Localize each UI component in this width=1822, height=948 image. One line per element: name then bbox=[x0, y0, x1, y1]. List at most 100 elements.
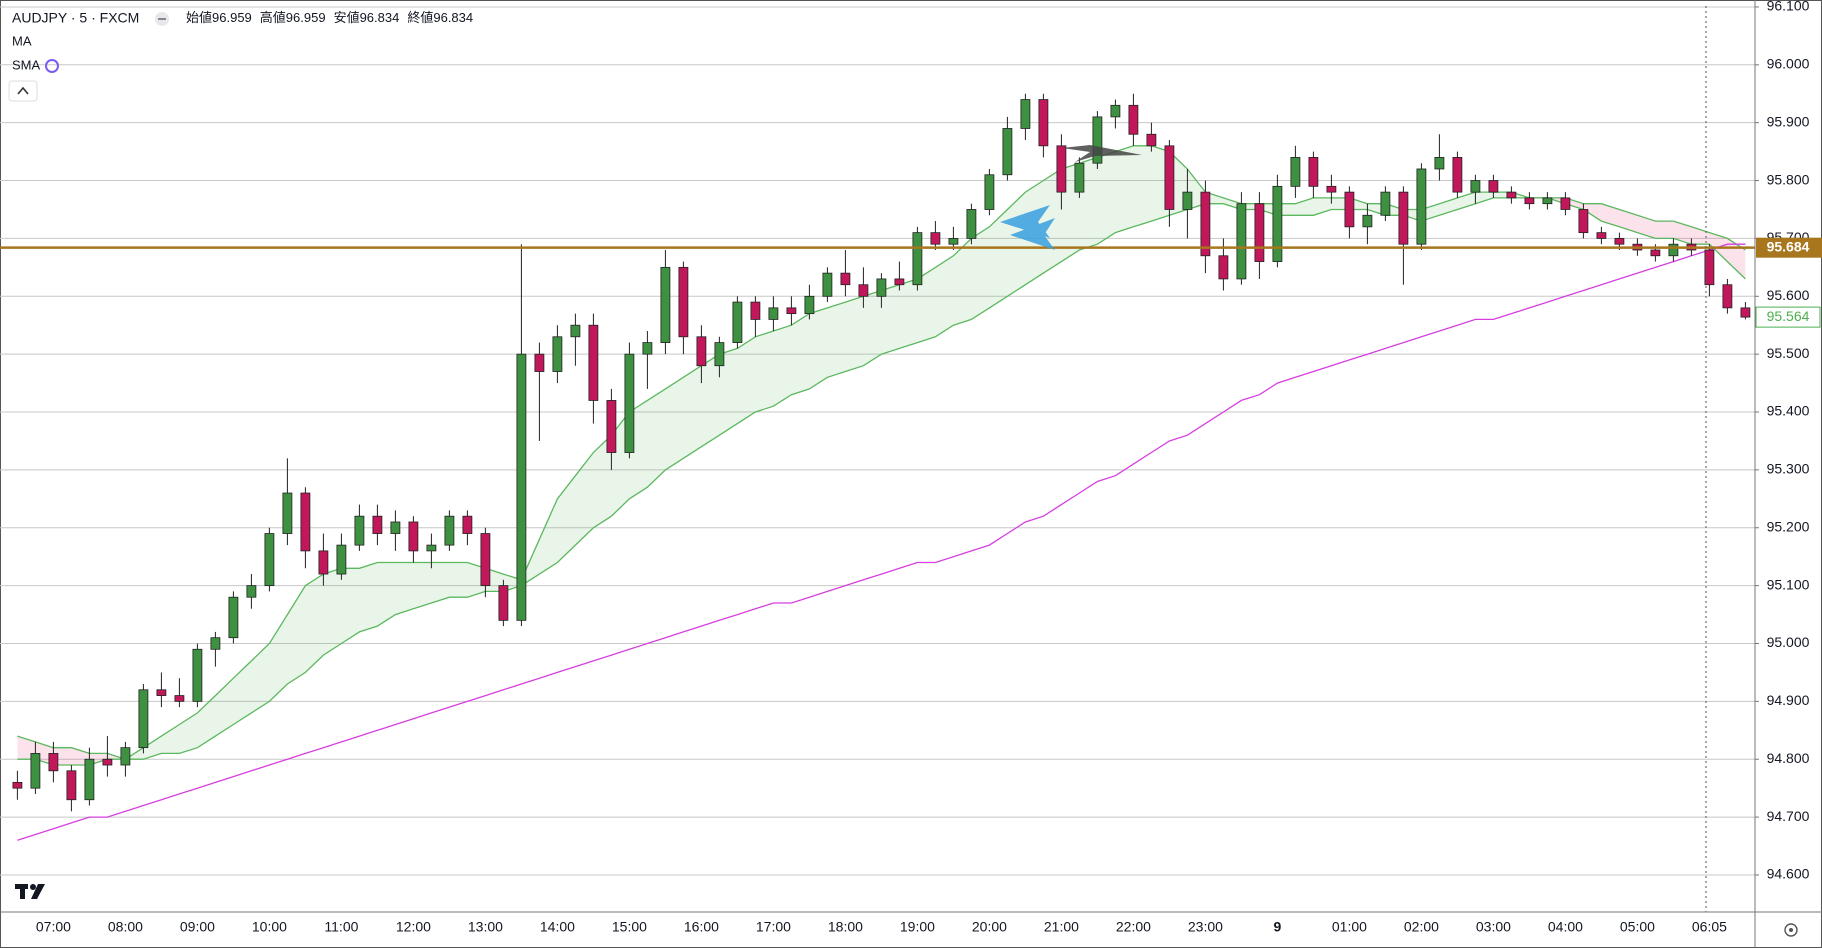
ma-line bbox=[17, 197, 1746, 760]
x-tick-label: 12:00 bbox=[396, 919, 431, 935]
candles bbox=[12, 93, 1751, 812]
symbol-title: AUDJPY · 5 · FXCM bbox=[12, 10, 139, 26]
ma-ribbon bbox=[1097, 151, 1116, 245]
candle-body bbox=[1056, 145, 1067, 193]
candle-body bbox=[102, 758, 113, 766]
x-tick-label: 10:00 bbox=[252, 919, 287, 935]
ma-ribbon bbox=[1115, 145, 1134, 233]
ma-ribbon bbox=[557, 475, 576, 563]
candle-body bbox=[1110, 104, 1121, 118]
ma-ribbon bbox=[1133, 145, 1152, 227]
candle-body bbox=[480, 533, 491, 587]
candle-body bbox=[336, 544, 347, 575]
candle-body bbox=[822, 272, 833, 297]
ma-ribbon bbox=[1601, 203, 1620, 227]
x-tick-label: 02:00 bbox=[1404, 919, 1439, 935]
y-tick-label: 95.400 bbox=[1767, 403, 1810, 419]
candle-body bbox=[120, 747, 131, 766]
candle-body bbox=[840, 272, 851, 286]
candle-body bbox=[1272, 185, 1283, 262]
candle-body bbox=[462, 515, 473, 534]
ma-ribbon bbox=[737, 336, 756, 424]
x-tick-label: 04:00 bbox=[1548, 919, 1583, 935]
candle-body bbox=[1542, 197, 1553, 205]
candle-body bbox=[1362, 214, 1373, 228]
ma-ribbon bbox=[1619, 209, 1638, 233]
ohlc-item: 終値96.834 bbox=[407, 10, 473, 25]
candle-body bbox=[1344, 191, 1355, 228]
candle-body bbox=[1128, 104, 1139, 135]
x-tick-label: 17:00 bbox=[756, 919, 791, 935]
ma-ribbon bbox=[755, 331, 774, 413]
ma-ribbon bbox=[809, 307, 828, 389]
candle-body bbox=[318, 550, 329, 575]
ma-ribbon bbox=[305, 574, 324, 673]
ma-ribbon bbox=[647, 388, 666, 488]
candle-body bbox=[1668, 243, 1679, 257]
candle-body bbox=[1650, 249, 1661, 257]
candle-body bbox=[660, 266, 671, 343]
candle-body bbox=[1308, 157, 1319, 187]
ma-ribbon bbox=[917, 267, 936, 343]
candle-body bbox=[624, 353, 635, 453]
candle-body bbox=[1470, 180, 1481, 193]
ohlc-item: 高値96.959 bbox=[260, 10, 326, 25]
hline-label-box bbox=[1756, 237, 1822, 258]
ma-ribbon bbox=[845, 296, 864, 372]
last-price-label: 95.564 bbox=[1767, 308, 1810, 324]
ohlc-item: 始値96.959 bbox=[186, 10, 252, 25]
collapse-button[interactable] bbox=[8, 80, 38, 102]
y-tick-label: 94.900 bbox=[1767, 692, 1810, 708]
last-price-box bbox=[1755, 306, 1821, 328]
candle-body bbox=[786, 307, 797, 315]
y-tick-label: 94.600 bbox=[1767, 866, 1810, 882]
candle-body bbox=[768, 307, 779, 320]
ma-ribbon bbox=[413, 562, 432, 609]
candle-body bbox=[1398, 191, 1409, 245]
refresh-icon[interactable] bbox=[45, 59, 59, 73]
candle-body bbox=[894, 278, 905, 286]
candle-body bbox=[390, 521, 401, 534]
candle-body bbox=[606, 400, 617, 453]
ohlc-label: 安値 bbox=[334, 10, 360, 25]
candle-body bbox=[1200, 191, 1211, 257]
candle-body bbox=[1092, 116, 1103, 164]
candle-body bbox=[750, 301, 761, 320]
candle-body bbox=[1020, 99, 1031, 129]
ma-ribbon bbox=[359, 562, 378, 632]
x-tick-label: 01:00 bbox=[1332, 919, 1367, 935]
ma-ribbon bbox=[773, 325, 792, 407]
settings-icon[interactable] bbox=[1784, 923, 1798, 937]
candle-body bbox=[570, 324, 581, 338]
candle-body bbox=[372, 515, 383, 534]
x-tick-label: 18:00 bbox=[828, 919, 863, 935]
ma-ribbon bbox=[683, 365, 702, 459]
candle-body bbox=[1452, 157, 1463, 193]
y-tick-label: 95.900 bbox=[1767, 113, 1810, 129]
y-tick-label: 95.600 bbox=[1767, 287, 1810, 303]
candle-body bbox=[1236, 203, 1247, 280]
candle-body bbox=[1524, 197, 1535, 205]
x-tick-label: 11:00 bbox=[324, 919, 358, 935]
ma-ribbon bbox=[341, 568, 360, 644]
ma-ribbon bbox=[323, 568, 342, 656]
candle-body bbox=[1434, 157, 1445, 170]
y-tick-label: 95.000 bbox=[1767, 634, 1810, 650]
candle-body bbox=[138, 689, 149, 749]
candle-body bbox=[1164, 145, 1175, 210]
candle-body bbox=[1578, 209, 1589, 234]
y-tick-label: 96.100 bbox=[1767, 0, 1810, 14]
candle-body bbox=[966, 209, 977, 239]
candle-body bbox=[228, 596, 239, 639]
ohlc-value: 96.834 bbox=[360, 10, 400, 25]
candle-body bbox=[1560, 197, 1571, 210]
dark-arrow bbox=[1062, 145, 1142, 162]
ma-ribbon bbox=[665, 377, 684, 470]
candle-body bbox=[246, 585, 257, 598]
candle-body bbox=[930, 232, 941, 245]
candle-body bbox=[1614, 238, 1625, 245]
candle-body bbox=[1326, 185, 1337, 193]
ma-ribbon bbox=[179, 712, 198, 754]
candle-body bbox=[1218, 255, 1229, 280]
candle-body bbox=[696, 336, 707, 367]
